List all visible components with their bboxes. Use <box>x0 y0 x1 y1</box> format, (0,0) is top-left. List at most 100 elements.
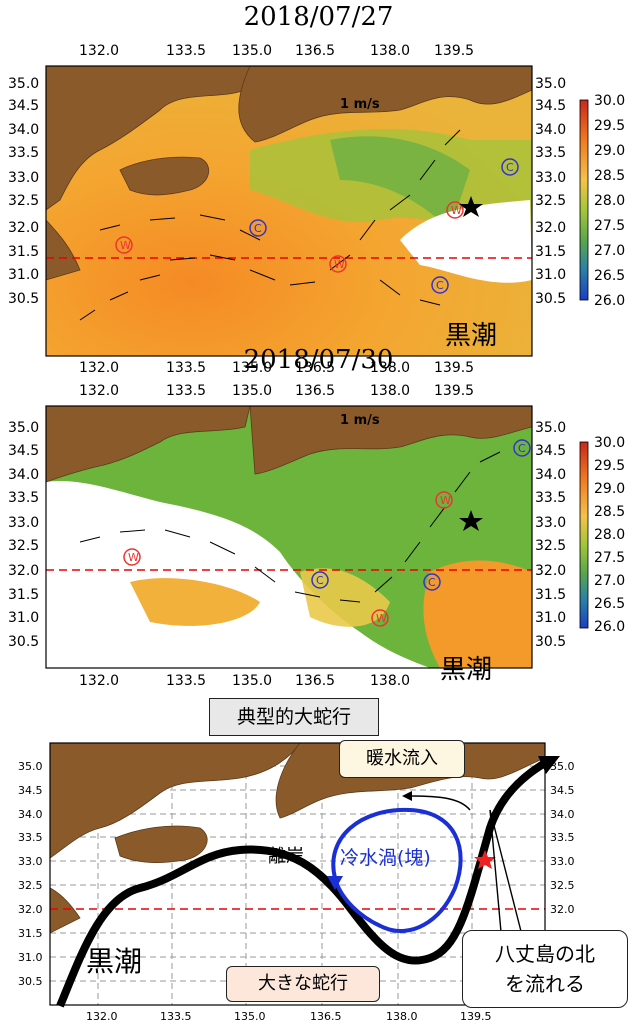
schematic-title: 典型的大蛇行 <box>209 698 379 736</box>
cold-eddy-arrowhead <box>327 876 343 890</box>
svg-text:133.5: 133.5 <box>160 738 192 739</box>
svg-text:W: W <box>128 551 139 564</box>
svg-text:29.0: 29.0 <box>594 481 625 497</box>
panel1-current-vectors <box>79 129 461 321</box>
svg-text:31.5: 31.5 <box>18 927 43 940</box>
schematic-lat-ticks-right: 35.0 34.5 34.0 33.5 33.0 32.5 32.0 <box>550 760 575 916</box>
warm-inflow-callout: 暖水流入 <box>339 740 465 778</box>
svg-text:26.5: 26.5 <box>594 596 625 612</box>
schematic-hachijo-star <box>474 850 496 869</box>
svg-text:30.5: 30.5 <box>535 634 566 650</box>
panel2-hachijo-star <box>459 510 483 531</box>
svg-text:34.5: 34.5 <box>535 443 566 459</box>
svg-text:136.5: 136.5 <box>310 1010 342 1023</box>
panel2-lat-ticks-left: 35.0 34.5 34.0 33.5 33.0 32.5 32.0 31.5 … <box>8 420 39 650</box>
svg-text:136.5: 136.5 <box>295 43 335 59</box>
cold-eddy-label: 冷水渦(塊) <box>340 847 431 869</box>
svg-text:132.0: 132.0 <box>79 383 119 399</box>
hachijo-label-line1: 八丈島の北 <box>495 942 595 966</box>
schematic-lon-ticks-bottom: 132.0 133.5 135.0 136.5 138.0 139.5 <box>86 1010 492 1023</box>
svg-text:133.5: 133.5 <box>160 1010 192 1023</box>
svg-text:31.5: 31.5 <box>8 587 39 603</box>
svg-text:31.0: 31.0 <box>8 610 39 626</box>
svg-text:31.0: 31.0 <box>8 267 39 283</box>
panel1-kuroshio-label: 黒潮 <box>445 321 497 351</box>
svg-text:33.5: 33.5 <box>18 831 43 844</box>
svg-text:30.5: 30.5 <box>8 291 39 307</box>
svg-text:32.5: 32.5 <box>535 538 566 554</box>
svg-text:138.0: 138.0 <box>370 43 410 59</box>
kuroshio-arrowhead <box>538 756 560 774</box>
svg-text:32.5: 32.5 <box>8 193 39 209</box>
svg-text:139.5: 139.5 <box>460 1010 492 1023</box>
svg-text:C: C <box>428 576 436 589</box>
svg-text:W: W <box>334 258 345 271</box>
svg-text:31.5: 31.5 <box>8 244 39 260</box>
svg-text:29.5: 29.5 <box>594 118 625 134</box>
svg-text:35.0: 35.0 <box>8 76 39 92</box>
svg-text:138.0: 138.0 <box>370 673 410 689</box>
panel2-current-vectors <box>79 451 501 603</box>
svg-text:33.5: 33.5 <box>8 490 39 506</box>
panel2-map: W W C C W C 1 m/s 黒潮 132.0 133.5 135.0 1… <box>8 383 625 689</box>
svg-text:31.0: 31.0 <box>18 951 43 964</box>
svg-text:133.5: 133.5 <box>166 383 206 399</box>
panel2-title: 2018/07/30 <box>243 345 394 375</box>
svg-text:28.0: 28.0 <box>594 193 625 209</box>
svg-text:W: W <box>376 612 387 625</box>
cold-eddy-loop <box>331 807 463 934</box>
svg-text:32.5: 32.5 <box>535 193 566 209</box>
svg-text:138.0: 138.0 <box>370 360 410 375</box>
svg-text:35.0: 35.0 <box>550 760 575 773</box>
svg-text:W: W <box>440 494 451 507</box>
svg-text:132.0: 132.0 <box>79 43 119 59</box>
svg-text:33.0: 33.0 <box>18 855 43 868</box>
svg-text:26.5: 26.5 <box>594 268 625 284</box>
svg-text:33.5: 33.5 <box>535 490 566 506</box>
svg-text:31.0: 31.0 <box>535 267 566 283</box>
svg-text:C: C <box>518 442 526 455</box>
panel2-lon-ticks-bottom: 132.0 133.5 135.0 136.5 138.0 <box>79 673 410 689</box>
svg-text:33.0: 33.0 <box>550 855 575 868</box>
svg-text:33.5: 33.5 <box>535 145 566 161</box>
svg-text:29.0: 29.0 <box>594 143 625 159</box>
svg-text:31.5: 31.5 <box>535 244 566 260</box>
panel1-lon-ticks-bottom: 132.0 133.5 135.0 136.5 138.0 139.5 <box>79 360 474 375</box>
svg-text:C: C <box>436 279 444 292</box>
svg-text:139.5: 139.5 <box>434 43 474 59</box>
svg-text:34.0: 34.0 <box>550 808 575 821</box>
panel2-scale-label: 1 m/s <box>340 413 380 428</box>
panel1-colorbar <box>579 99 589 301</box>
svg-text:30.0: 30.0 <box>594 93 625 109</box>
svg-text:32.0: 32.0 <box>550 903 575 916</box>
svg-text:28.0: 28.0 <box>594 527 625 543</box>
svg-text:34.0: 34.0 <box>8 467 39 483</box>
svg-text:C: C <box>316 574 324 587</box>
warm-inflow-label: 暖水流入 <box>366 748 438 769</box>
panel1-lon-ticks-top: 132.0 133.5 135.0 136.5 138.0 139.5 <box>79 43 474 59</box>
svg-text:138.0: 138.0 <box>386 1010 418 1023</box>
panel1-hachijo-star <box>459 196 483 217</box>
svg-text:35.0: 35.0 <box>8 420 39 436</box>
svg-text:31.5: 31.5 <box>535 587 566 603</box>
svg-text:136.5: 136.5 <box>295 383 335 399</box>
svg-text:26.0: 26.0 <box>594 619 625 635</box>
panel1-scale-label: 1 m/s <box>340 97 380 112</box>
hachijo-label-line2: を流れる <box>505 972 585 996</box>
svg-text:33.0: 33.0 <box>8 515 39 531</box>
svg-text:132.0: 132.0 <box>79 360 119 375</box>
svg-text:32.0: 32.0 <box>8 563 39 579</box>
svg-text:30.5: 30.5 <box>8 634 39 650</box>
panel2-kuroshio-label: 黒潮 <box>440 655 492 685</box>
svg-text:C: C <box>506 161 514 174</box>
svg-text:27.5: 27.5 <box>594 218 625 234</box>
svg-text:34.5: 34.5 <box>8 443 39 459</box>
offshore-label: 離岸 <box>268 846 304 867</box>
svg-text:31.0: 31.0 <box>535 610 566 626</box>
warm-inflow-arrow <box>409 795 471 811</box>
panel2-lat-ticks-right: 35.0 34.5 34.0 33.5 33.0 32.5 32.0 31.5 … <box>535 420 566 650</box>
big-meander-label: 大きな蛇行 <box>258 973 348 994</box>
svg-text:C: C <box>254 222 262 235</box>
svg-text:27.5: 27.5 <box>594 550 625 566</box>
panel1-colorbar-ticks: 30.0 29.5 29.0 28.5 28.0 27.5 27.0 26.5 … <box>594 93 625 309</box>
